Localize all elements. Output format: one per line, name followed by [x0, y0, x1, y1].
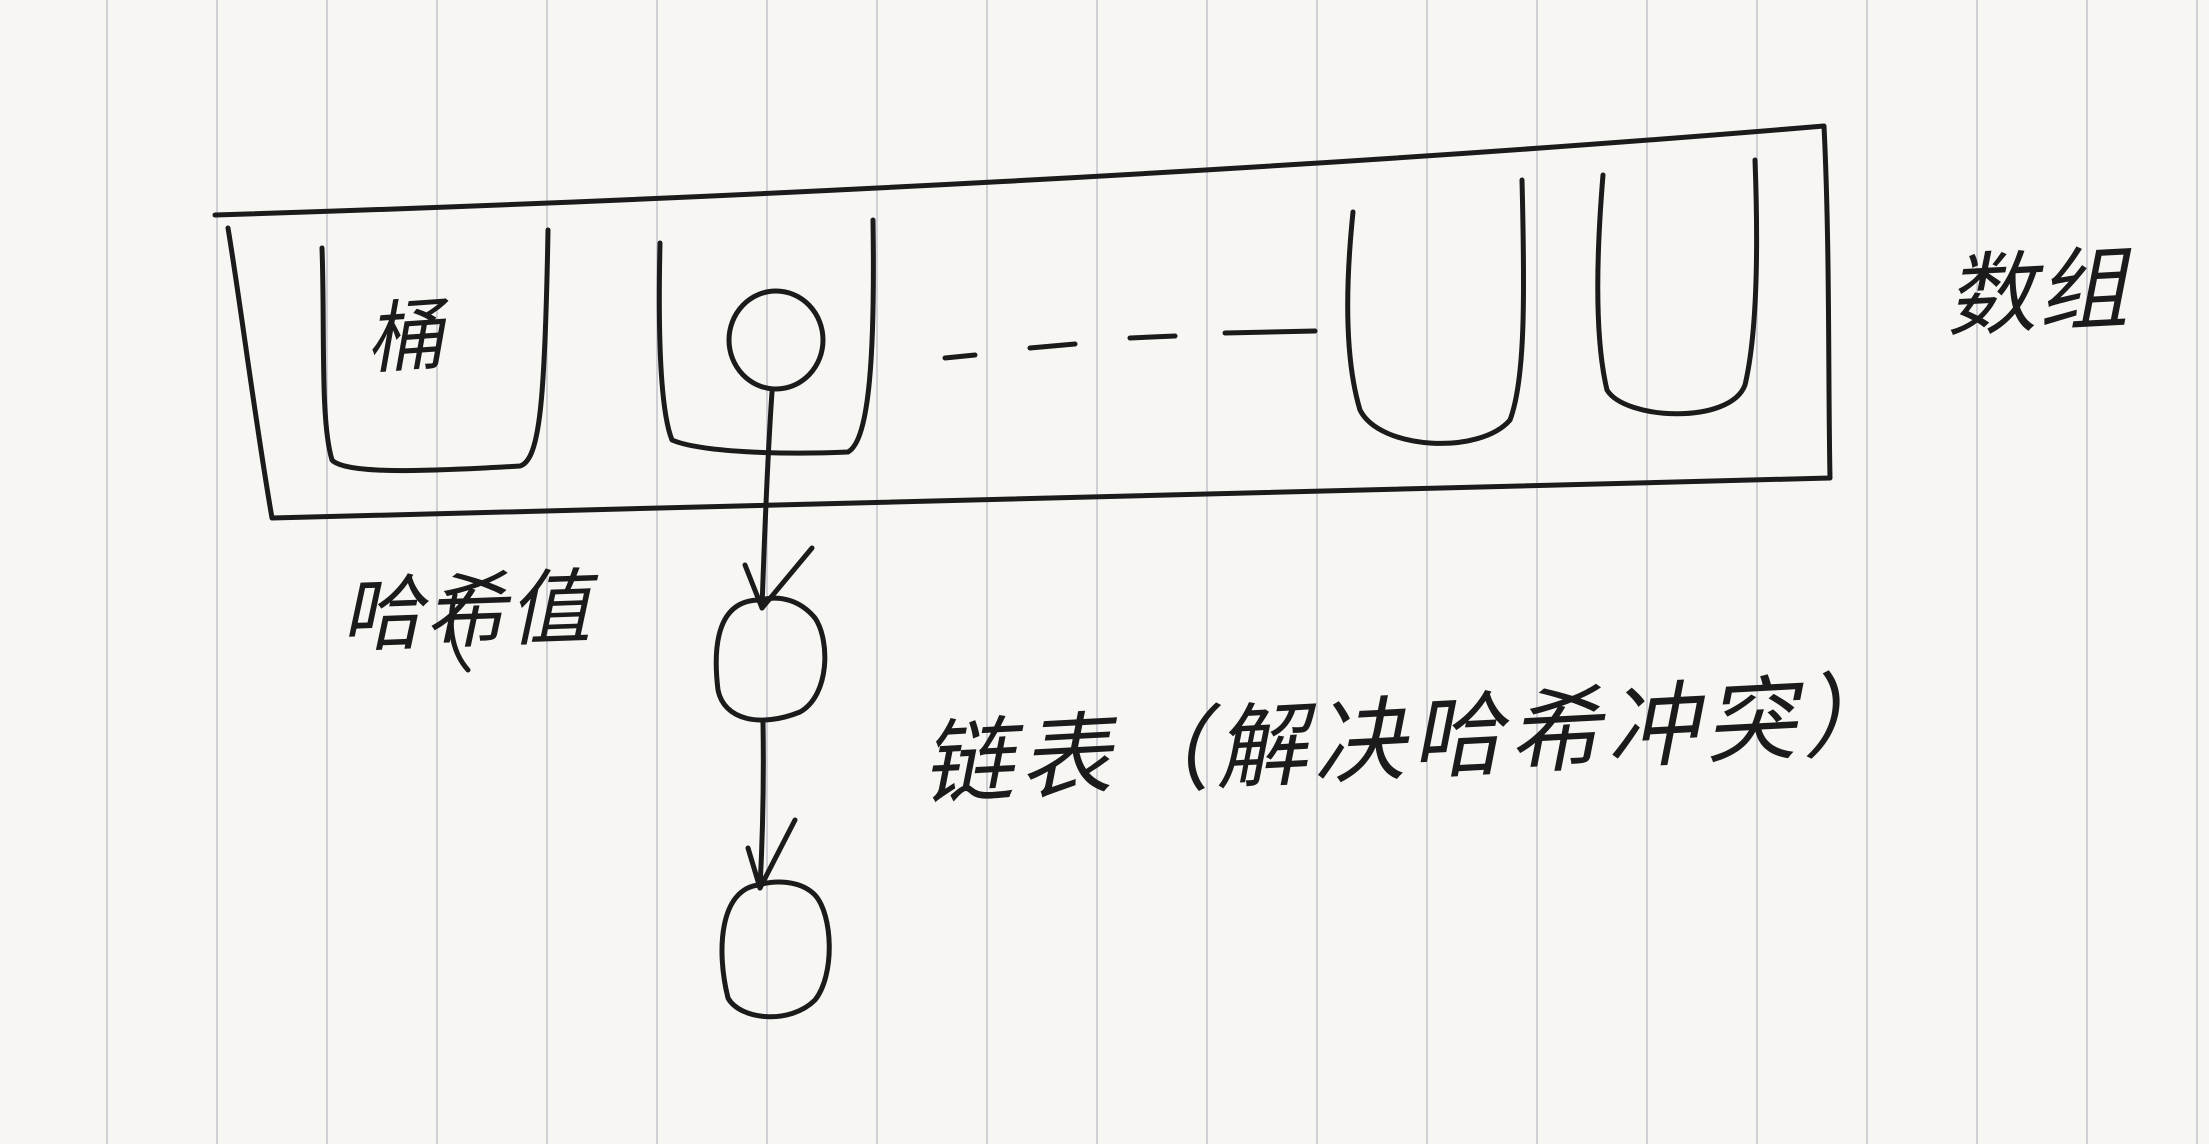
chain-arrowhead-1	[742, 545, 815, 611]
bucket-3	[1345, 177, 1527, 446]
ellipsis-dash-4	[1222, 328, 1318, 336]
chain-arrowhead-2	[745, 817, 798, 891]
array-label: 数组	[1942, 236, 2133, 351]
chain-arrow-1	[759, 389, 775, 611]
bucket-4	[1595, 157, 1760, 417]
list-node-3	[719, 879, 832, 1020]
hash-value-label: 哈希值	[338, 560, 594, 665]
bucket-2	[656, 217, 876, 456]
list-node-2	[713, 595, 828, 723]
list-node-head	[726, 288, 826, 392]
hash-label-flourish	[448, 592, 471, 673]
chain-arrow-2	[757, 719, 766, 891]
ellipsis-dash-3	[1127, 333, 1178, 341]
bucket-1	[319, 227, 551, 474]
bucket-label: 桶	[362, 290, 449, 386]
ellipsis-dash-2	[1027, 341, 1078, 351]
array-box	[212, 123, 1833, 521]
ellipsis-dash-1	[942, 352, 978, 361]
